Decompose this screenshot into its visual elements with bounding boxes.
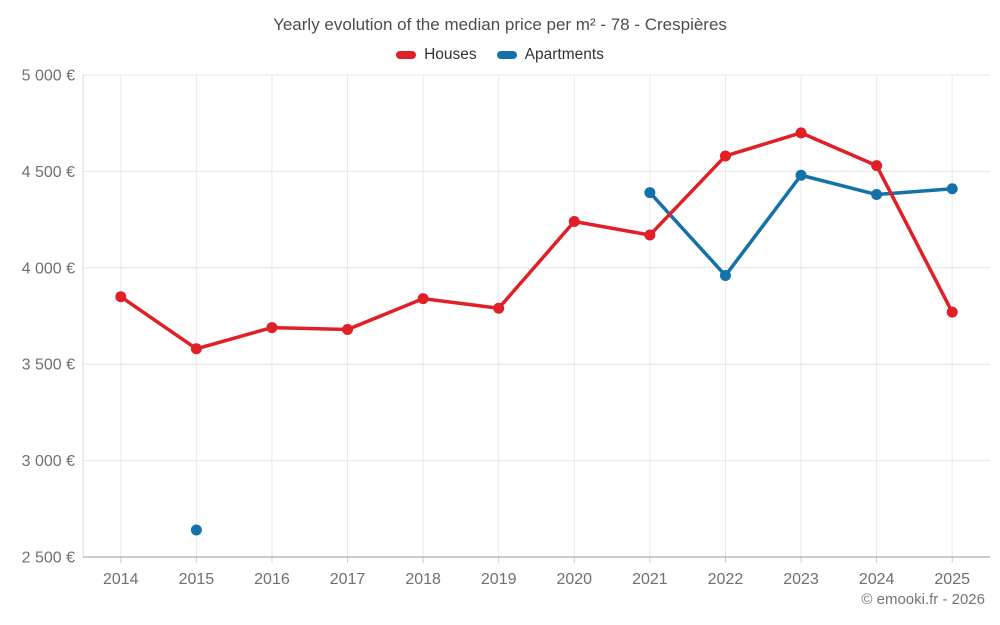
marker-houses-2017[interactable] xyxy=(342,323,354,335)
x-tick-label-2025: 2025 xyxy=(934,571,970,588)
y-tick-label-4000: 4 000 € xyxy=(22,260,75,277)
chart-title: Yearly evolution of the median price per… xyxy=(273,15,727,34)
legend-item-houses[interactable]: Houses xyxy=(396,46,477,64)
marker-apartments-2022[interactable] xyxy=(719,270,731,282)
y-tick-label-3500: 3 500 € xyxy=(22,357,75,374)
marker-houses-2015[interactable] xyxy=(190,343,202,355)
x-tick-label-2023: 2023 xyxy=(783,571,819,588)
houses-swatch-icon xyxy=(396,51,417,59)
y-tick-label-4500: 4 500 € xyxy=(22,164,75,181)
legend-label-apartments: Apartments xyxy=(524,46,604,63)
x-tick-label-2021: 2021 xyxy=(632,571,668,588)
legend-label-houses: Houses xyxy=(424,46,477,63)
y-tick-label-2500: 2 500 € xyxy=(22,550,75,567)
legend: Houses Apartments xyxy=(0,46,1000,64)
copyright-text: © emooki.fr - 2026 xyxy=(861,591,985,608)
x-tick-label-2024: 2024 xyxy=(859,571,895,588)
marker-apartments-2024[interactable] xyxy=(871,189,883,201)
marker-houses-2021[interactable] xyxy=(644,229,656,241)
marker-houses-2014[interactable] xyxy=(115,291,127,303)
x-tick-label-2014: 2014 xyxy=(103,571,139,588)
series-apartments xyxy=(190,169,958,536)
marker-houses-2024[interactable] xyxy=(871,160,883,172)
gridlines xyxy=(83,74,990,563)
marker-houses-2016[interactable] xyxy=(266,322,278,334)
apartments-swatch-icon xyxy=(496,51,517,59)
x-tick-label-2017: 2017 xyxy=(330,571,366,588)
marker-houses-2018[interactable] xyxy=(417,293,429,305)
x-tick-label-2022: 2022 xyxy=(708,571,744,588)
x-tick-label-2016: 2016 xyxy=(254,571,290,588)
marker-houses-2020[interactable] xyxy=(568,216,580,228)
marker-apartments-2025[interactable] xyxy=(946,183,958,195)
legend-item-apartments[interactable]: Apartments xyxy=(496,46,604,64)
x-tick-label-2019: 2019 xyxy=(481,571,517,588)
houses-line xyxy=(119,131,954,351)
marker-houses-2019[interactable] xyxy=(493,302,505,314)
marker-apartments-2023[interactable] xyxy=(795,169,807,181)
series-houses xyxy=(115,127,958,355)
y-tick-label-3000: 3 000 € xyxy=(22,453,75,470)
x-tick-label-2020: 2020 xyxy=(556,571,592,588)
y-tick-label-5000: 5 000 € xyxy=(22,68,75,85)
marker-apartments-2021[interactable] xyxy=(644,187,656,199)
marker-apartments-2015[interactable] xyxy=(190,524,202,536)
marker-houses-2023[interactable] xyxy=(795,127,807,139)
x-tick-label-2018: 2018 xyxy=(405,571,441,588)
x-tick-label-2015: 2015 xyxy=(179,571,215,588)
marker-houses-2025[interactable] xyxy=(946,306,958,318)
marker-houses-2022[interactable] xyxy=(719,150,731,162)
